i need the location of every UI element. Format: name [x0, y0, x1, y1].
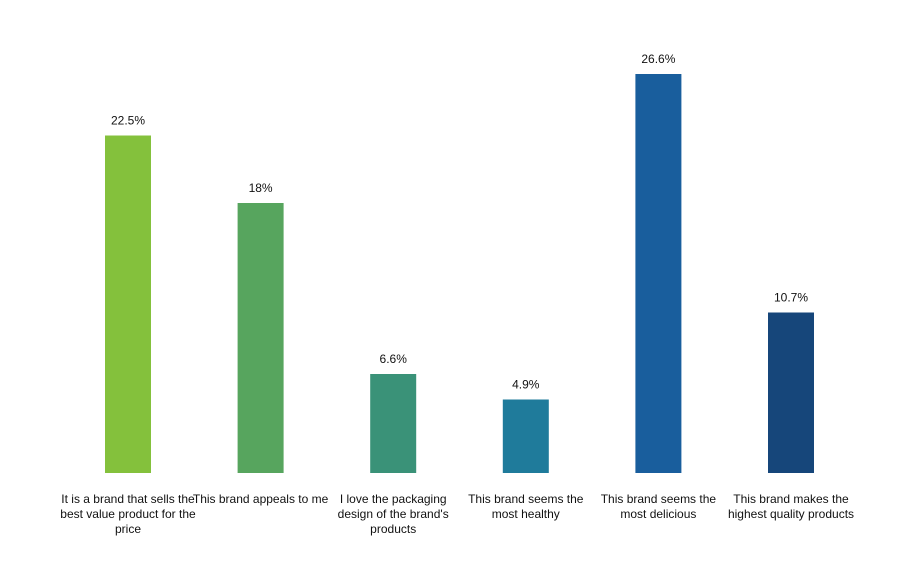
bar-3 [370, 374, 417, 473]
bar-value-label-1: 22.5% [111, 114, 145, 128]
bar-value-label-4: 4.9% [512, 378, 540, 392]
bar-value-label-3: 6.6% [380, 352, 408, 366]
bar-4 [502, 399, 549, 473]
bar-2 [237, 203, 284, 473]
bar-6 [768, 312, 814, 473]
category-label-6: This brand makes the highest quality pro… [727, 492, 855, 521]
bar-value-label-5: 26.6% [641, 52, 675, 66]
bar-5 [635, 74, 682, 473]
bar-1 [105, 135, 151, 473]
bar-value-label-2: 18% [249, 181, 273, 195]
category-label-4: This brand seems the most healthy [468, 492, 584, 521]
category-label-5: This brand seems the most delicious [600, 492, 717, 521]
category-label-2: This brand appeals to me [192, 492, 329, 506]
category-label-3: I love the packaging design of the brand… [337, 492, 449, 536]
category-label-1: It is a brand that sells the best value … [60, 492, 196, 536]
bar-value-label-6: 10.7% [774, 291, 808, 305]
